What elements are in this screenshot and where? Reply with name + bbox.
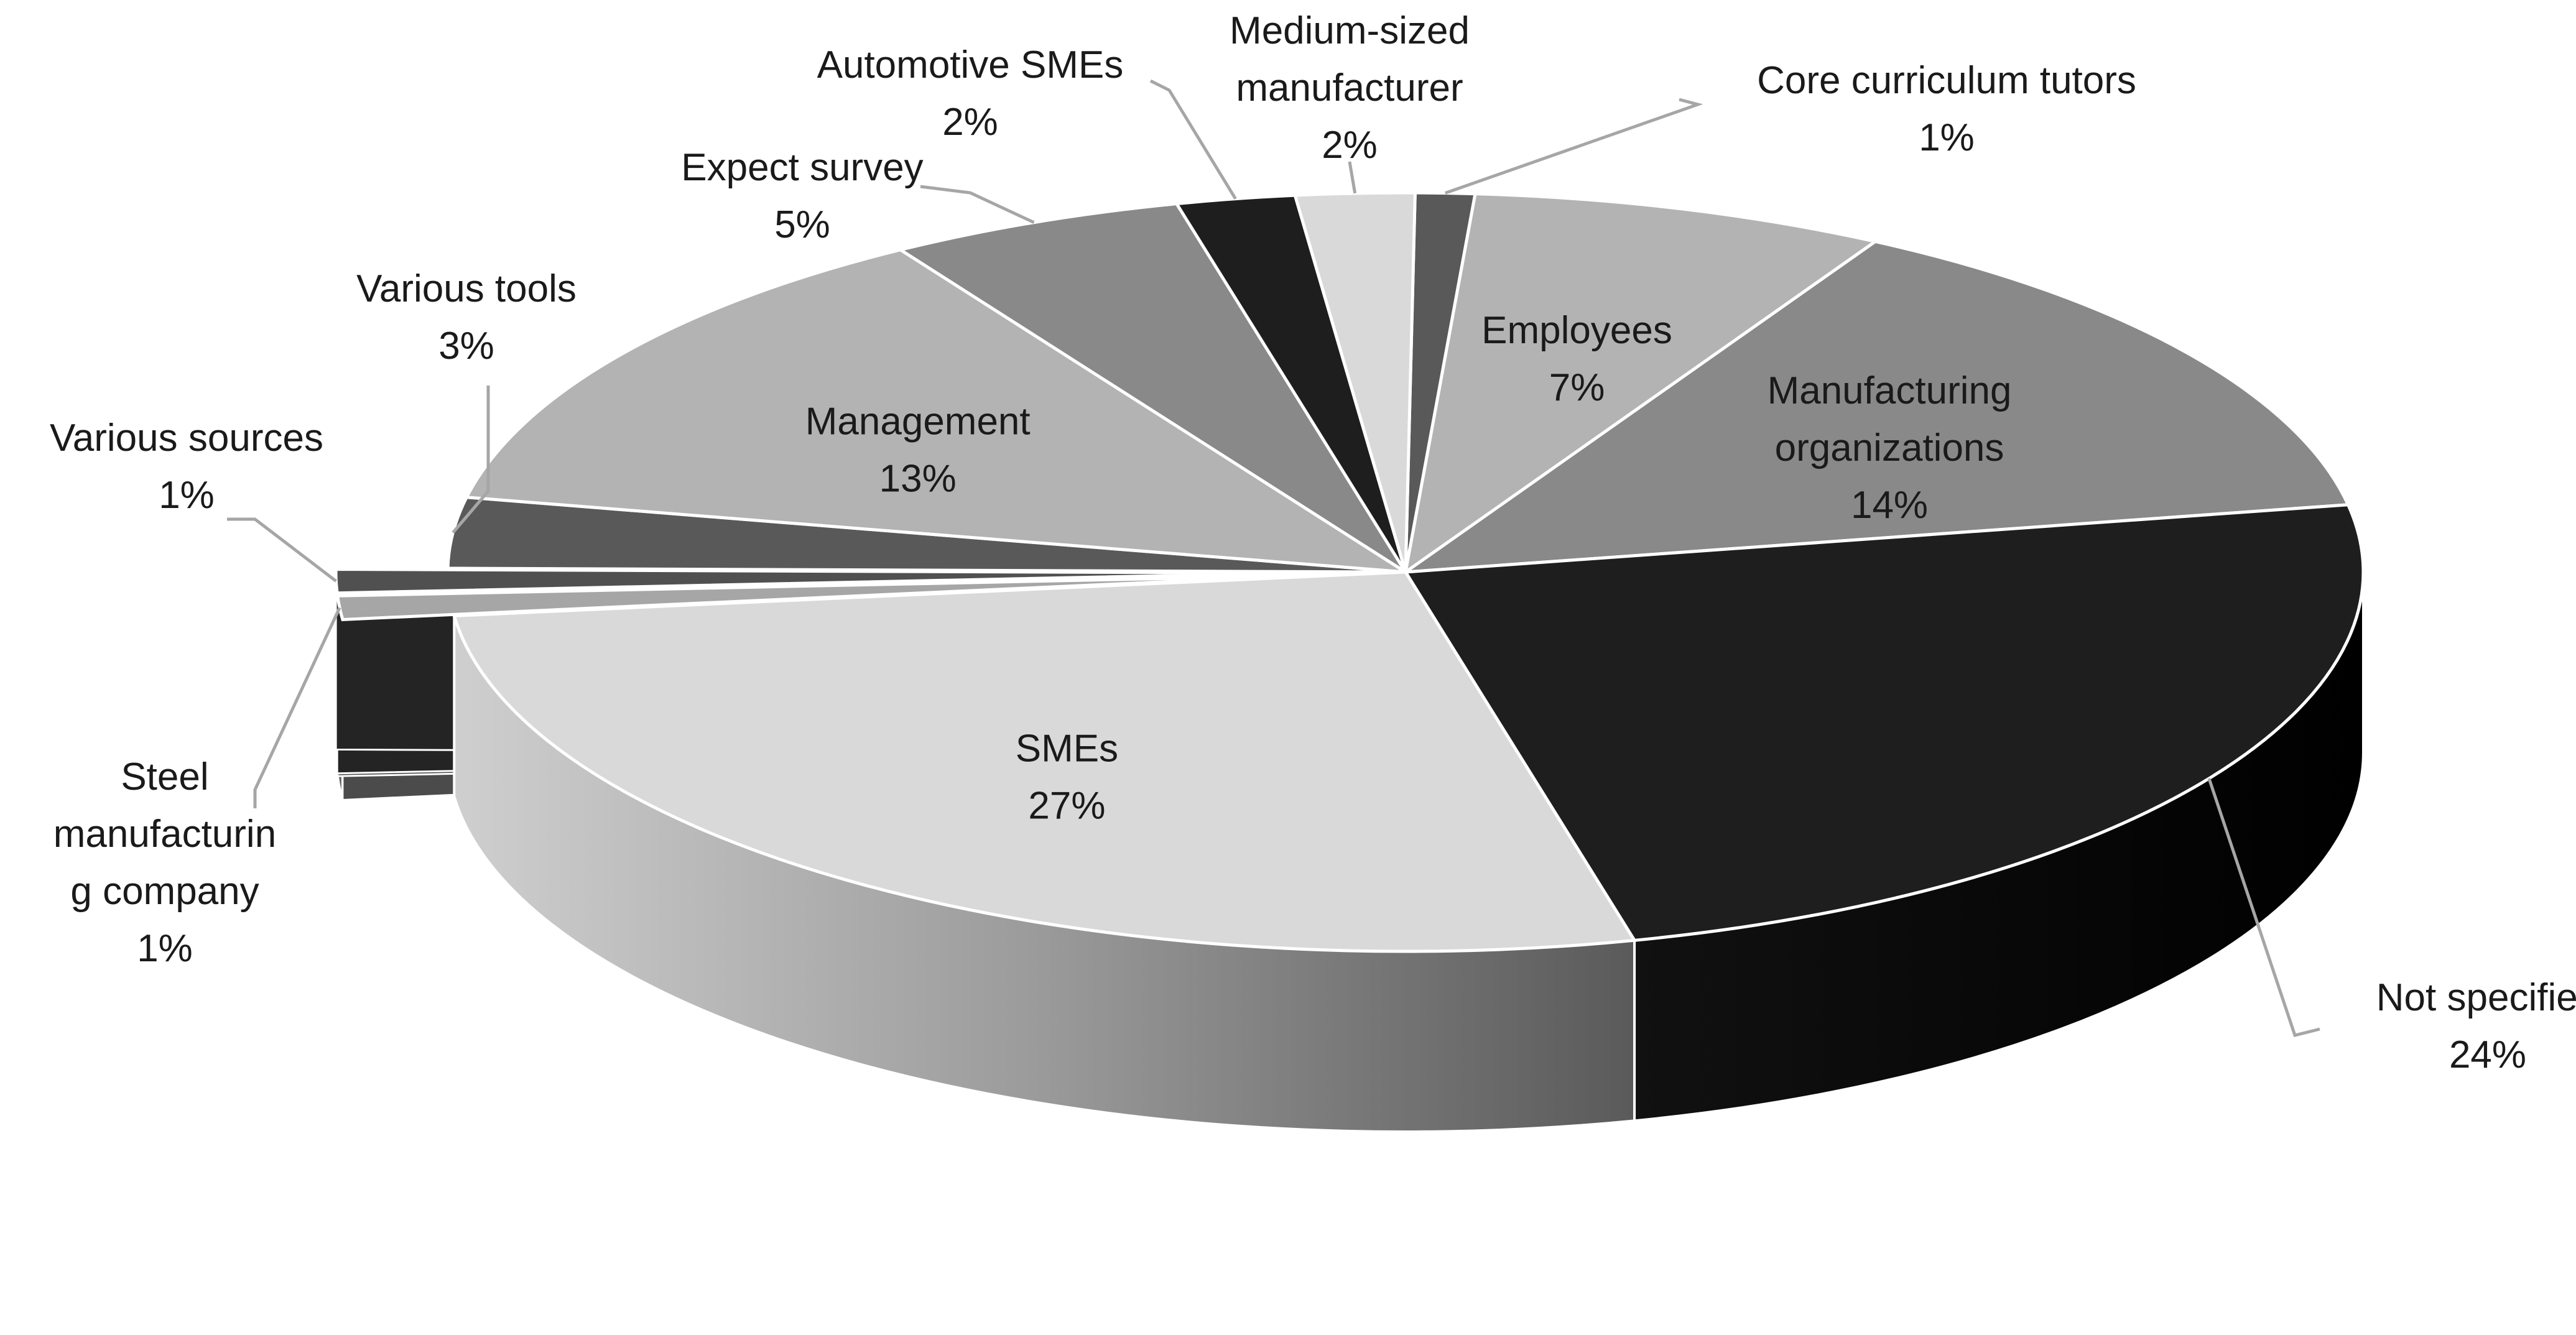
leader-steel-manufacturing-company: [253, 607, 341, 808]
label-line-various-tools: 3%: [438, 325, 494, 367]
slice-manufacturing-organizations: [1400, 239, 2351, 575]
label-line-various-tools: Various tools: [356, 267, 577, 310]
label-line-not-specified: Not specified: [2376, 976, 2576, 1019]
slice-smes: [452, 570, 1638, 953]
pie-top-faces: [334, 191, 2365, 953]
leader-lines: [227, 79, 2320, 1037]
label-line-various-sources: Various sources: [50, 417, 323, 460]
label-line-steel-manufacturing-company: 1%: [137, 927, 193, 970]
label-line-management: Management: [805, 400, 1031, 443]
leader-various-tools: [452, 386, 490, 534]
slice-expect-survey: [896, 202, 1407, 574]
label-line-not-specified: 24%: [2449, 1033, 2526, 1076]
leader-expect-survey: [920, 185, 1035, 224]
label-line-manufacturing-organizations: organizations: [1775, 427, 2004, 469]
leader-not-specified: [2207, 778, 2320, 1037]
label-line-steel-manufacturing-company: g company: [70, 870, 259, 913]
data-labels: Core curriculum tutors 1% Employees 7% Manuf…: [50, 9, 2576, 1076]
label-line-employees: Employees: [1481, 309, 1672, 352]
label-line-steel-manufacturing-company: Steel: [121, 755, 208, 798]
label-expect-survey: Expect survey 5%: [681, 146, 923, 246]
leader-various-sources: [227, 517, 337, 583]
label-line-core-curriculum-tutors: 1%: [1919, 116, 1975, 159]
leader-core-curriculum-tutors: [1444, 98, 1703, 195]
label-medium-sized-manufacturer: Medium-sized manufacturer 2%: [1230, 9, 1470, 167]
label-line-medium-sized-manufacturer: Medium-sized: [1230, 9, 1470, 52]
slice-employees: [1403, 192, 1879, 576]
label-line-smes: SMEs: [1016, 728, 1118, 770]
label-line-automotive-smes: 2%: [942, 101, 998, 144]
label-line-employees: 7%: [1549, 366, 1605, 409]
label-line-manufacturing-organizations: 14%: [1851, 484, 1928, 527]
label-not-specified: Not specified 24%: [2376, 976, 2576, 1076]
label-steel-manufacturing-company: Steel manufacturin g company 1%: [53, 755, 276, 970]
leader-automotive-smes: [1149, 79, 1237, 200]
label-line-expect-survey: 5%: [774, 203, 830, 246]
label-various-sources: Various sources 1%: [50, 417, 323, 517]
label-line-core-curriculum-tutors: Core curriculum tutors: [1757, 59, 2136, 102]
slice-management: [464, 248, 1407, 574]
label-smes: SMEs 27%: [1016, 728, 1118, 828]
label-line-various-sources: 1%: [159, 474, 215, 517]
label-management: Management 13%: [805, 400, 1031, 500]
label-line-medium-sized-manufacturer: 2%: [1322, 124, 1378, 167]
label-line-steel-manufacturing-company: manufacturin: [53, 813, 276, 856]
label-employees: Employees 7%: [1481, 309, 1672, 409]
label-line-management: 13%: [879, 457, 957, 500]
leader-medium-sized-manufacturer: [1348, 161, 1357, 194]
label-line-manufacturing-organizations: Manufacturing: [1768, 369, 2012, 412]
label-line-smes: 27%: [1028, 785, 1105, 828]
label-manufacturing-organizations: Manufacturing organizations 14%: [1768, 369, 2012, 527]
label-line-medium-sized-manufacturer: manufacturer: [1236, 67, 1463, 109]
slice-not-specified: [1402, 503, 2365, 942]
label-automotive-smes: Automotive SMEs 2%: [817, 44, 1124, 144]
slice-steel-manufacturing-company: [335, 574, 1294, 622]
label-core-curriculum-tutors: Core curriculum tutors 1%: [1757, 59, 2136, 159]
label-line-automotive-smes: Automotive SMEs: [817, 44, 1124, 86]
label-various-tools: Various tools 3%: [356, 267, 577, 367]
label-line-expect-survey: Expect survey: [681, 146, 923, 189]
